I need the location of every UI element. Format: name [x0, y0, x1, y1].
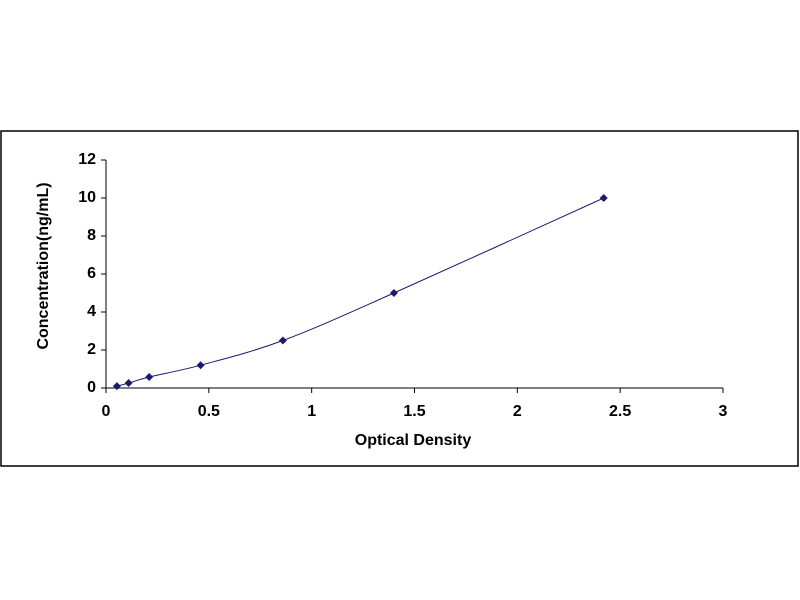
- x-tick-label: 3: [719, 403, 728, 420]
- data-point: [599, 194, 608, 202]
- y-tick-label: 2: [87, 341, 96, 358]
- y-tick-label: 6: [87, 265, 96, 282]
- y-axis-title: Concentration(ng/mL): [35, 182, 52, 349]
- y-tick-label: 4: [87, 303, 96, 320]
- data-point: [389, 289, 398, 297]
- x-tick-label: 0.5: [198, 403, 220, 420]
- y-tick-label: 0: [87, 379, 96, 396]
- x-tick-label: 1.5: [403, 403, 425, 420]
- y-tick-label: 10: [78, 189, 96, 206]
- chart-frame: [0, 130, 799, 467]
- data-point: [145, 372, 154, 381]
- x-tick-label: 2.5: [609, 403, 631, 420]
- data-point: [124, 379, 133, 388]
- data-point: [278, 336, 287, 345]
- x-tick-label: 2: [513, 403, 522, 420]
- x-tick-label: 1: [307, 403, 316, 420]
- data-point: [112, 382, 121, 391]
- x-axis-title: Optical Density: [355, 432, 472, 449]
- x-tick-label: 0: [102, 403, 111, 420]
- y-tick-label: 12: [78, 151, 96, 168]
- y-tick-label: 8: [87, 227, 96, 244]
- data-point: [196, 361, 205, 370]
